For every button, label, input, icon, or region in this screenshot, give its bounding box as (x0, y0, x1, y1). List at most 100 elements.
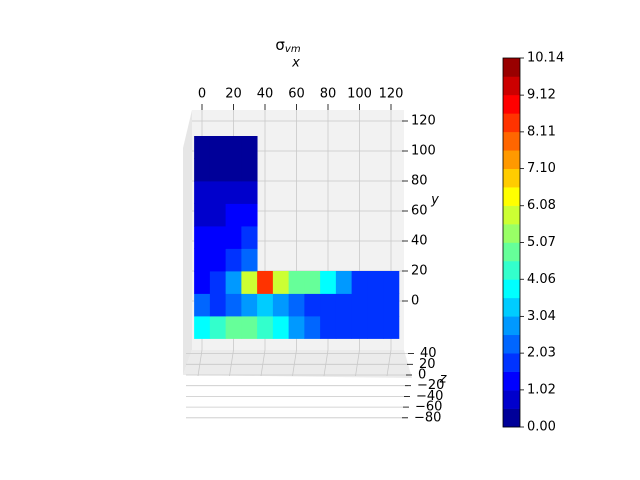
mesh-cell (351, 316, 368, 339)
mesh-cell (383, 271, 400, 294)
y-tick-label: 60 (411, 204, 428, 219)
colorbar-band (503, 353, 520, 372)
mesh-cell (209, 226, 227, 249)
colorbar-band (503, 113, 520, 133)
mesh-cell (225, 203, 242, 227)
colorbar-band (503, 297, 520, 317)
colorbar-band (503, 242, 520, 262)
mesh-cell (241, 248, 258, 272)
x-tick-label: 100 (347, 87, 372, 102)
side-pane (183, 110, 192, 375)
mesh-cell (225, 248, 242, 272)
mesh-cell (241, 271, 258, 294)
x-tick-label: 120 (379, 87, 404, 102)
colorbar-band (503, 390, 520, 409)
mesh-cell (225, 316, 242, 339)
mesh-cell (367, 293, 384, 317)
mesh-cell (225, 181, 242, 204)
x-floor-grid-line (229, 349, 234, 377)
mesh-cell (225, 136, 242, 159)
y-axis-label: y (430, 193, 439, 208)
mesh-cell (225, 293, 242, 317)
x-tick-label: 80 (320, 87, 337, 102)
mesh-cell (241, 226, 258, 249)
colorbar-tick-label: 7.10 (527, 161, 556, 176)
mesh-cell (241, 293, 258, 317)
colorbar-band (503, 94, 520, 114)
y-tick-label: 120 (411, 114, 436, 129)
colorbar-band (503, 205, 520, 225)
colorbar-band (503, 187, 520, 206)
colorbar-band (503, 408, 520, 428)
colorbar-band (503, 260, 520, 280)
mesh-cell (194, 271, 211, 294)
mesh-cell (335, 316, 353, 339)
x-tick-label: 40 (257, 87, 274, 102)
mesh-cell (383, 293, 400, 317)
colorbar-tick-label: 9.12 (527, 88, 556, 103)
mesh-cell (288, 271, 305, 294)
colorbar-band (503, 279, 520, 299)
mesh-cell (194, 158, 211, 182)
x-floor-grid-line (386, 349, 392, 377)
mesh-cell (288, 316, 305, 339)
z-tick-label: 0 (418, 368, 426, 383)
z-tick-label: −60 (415, 400, 442, 415)
y-tick-label: 20 (411, 264, 428, 279)
mesh-cell (194, 293, 211, 317)
mesh-cell (335, 293, 353, 317)
colorbar-tick-label: 0.00 (527, 420, 556, 435)
mesh-cell (304, 271, 321, 294)
mesh-cell (209, 248, 227, 272)
x-tick-label: 20 (225, 87, 242, 102)
mesh-cell (257, 316, 274, 339)
mesh-cell (194, 248, 211, 272)
y-tick-label: 80 (411, 174, 428, 189)
colorbar-tick-label: 2.03 (527, 346, 556, 361)
colorbar-band (503, 168, 520, 188)
mesh-cell (209, 271, 227, 294)
mesh-cell (241, 203, 258, 227)
mesh-cell (320, 271, 337, 294)
mesh-cell (194, 136, 211, 159)
x-axis-label: x (291, 56, 300, 71)
colorbar-tick-label: 10.14 (527, 51, 564, 66)
mesh-cell (272, 271, 290, 294)
colorbar-band (503, 316, 520, 336)
colorbar-band (503, 76, 520, 96)
z-tick-label: −40 (416, 389, 443, 404)
x-floor-grid-line (292, 349, 297, 377)
mesh-cell (304, 293, 321, 317)
mesh-cell (272, 293, 290, 317)
mesh-cell (194, 203, 211, 227)
mesh-cell (241, 136, 258, 159)
colorbar-band (503, 224, 520, 243)
colorbar-band (503, 371, 520, 391)
z-tick-label: −20 (417, 378, 444, 393)
mesh-cell (225, 158, 242, 182)
mesh-cell (383, 316, 400, 339)
chart-title: σvm (275, 36, 300, 56)
z-tick-label: 40 (420, 346, 437, 361)
y-tick-label: 100 (411, 144, 436, 159)
z-axis-label: z (439, 372, 448, 387)
x-tick-label: 0 (198, 87, 206, 102)
mesh-cell (209, 181, 227, 204)
colorbar-tick-label: 1.02 (527, 382, 556, 397)
x-floor-grid-line (260, 349, 266, 377)
colorbar-tick-label: 3.04 (527, 309, 556, 324)
mesh-cell (304, 316, 321, 339)
y-tick-label: 40 (411, 234, 428, 249)
mesh-cell (320, 316, 337, 339)
title-symbol: σ (275, 36, 285, 54)
y-tick-label: 0 (411, 294, 419, 309)
mesh-cell (194, 226, 211, 249)
mesh-cell (209, 316, 227, 339)
mesh-cell (367, 271, 384, 294)
colorbar-band (503, 58, 520, 77)
title-subscript: vm (285, 44, 301, 55)
colorbar-tick-label: 5.07 (527, 235, 556, 250)
mesh-cell (241, 181, 258, 204)
x-floor-grid-line (355, 349, 360, 377)
